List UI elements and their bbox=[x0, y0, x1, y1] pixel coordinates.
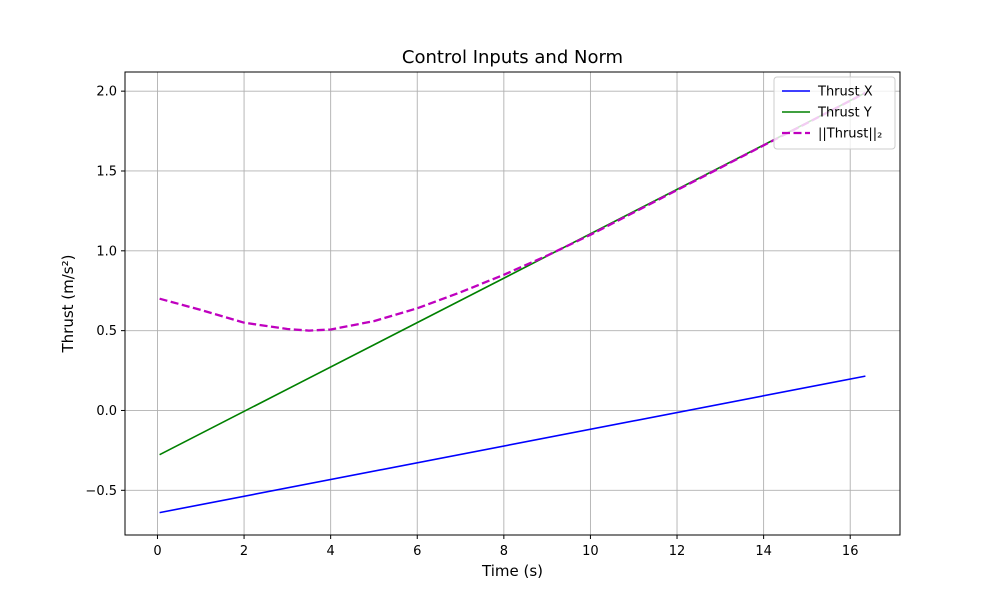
chart-title: Control Inputs and Norm bbox=[402, 47, 623, 68]
x-tick-label: 0 bbox=[153, 544, 161, 559]
legend-label-3: ||Thrust||₂ bbox=[818, 127, 882, 142]
legend-label-1: Thrust X bbox=[817, 85, 873, 100]
y-tick-label: 2.0 bbox=[96, 85, 117, 100]
y-tick-label: −0.5 bbox=[85, 484, 117, 499]
legend: Thrust X Thrust Y ||Thrust||₂ bbox=[773, 76, 896, 150]
y-tick-label: 1.5 bbox=[96, 164, 117, 179]
y-axis-title: Thrust (m/s²) bbox=[59, 254, 77, 353]
y-tick-label: 0.5 bbox=[96, 324, 117, 339]
plot-frame bbox=[124, 71, 901, 536]
x-tick-label: 10 bbox=[582, 544, 599, 559]
legend-box bbox=[773, 76, 896, 150]
y-tick-label: 1.0 bbox=[96, 244, 117, 259]
legend-label-2: Thrust Y bbox=[817, 106, 872, 121]
series-layer bbox=[159, 91, 866, 514]
x-tick-label: 8 bbox=[500, 544, 508, 559]
x-tick-label: 2 bbox=[240, 544, 248, 559]
x-tick-label: 4 bbox=[327, 544, 335, 559]
series-line-2 bbox=[159, 92, 866, 456]
x-tick-label: 6 bbox=[413, 544, 421, 559]
series-line-3 bbox=[159, 91, 866, 332]
x-axis-title: Time (s) bbox=[481, 562, 543, 580]
x-axis: 0 2 4 6 8 10 12 14 16 bbox=[153, 535, 858, 559]
x-tick-label: 14 bbox=[755, 544, 772, 559]
y-tick-label: 0.0 bbox=[96, 404, 117, 419]
x-tick-label: 16 bbox=[842, 544, 859, 559]
series-line-1 bbox=[159, 375, 866, 514]
x-tick-label: 12 bbox=[669, 544, 686, 559]
y-axis: −0.5 0.0 0.5 1.0 1.5 2.0 bbox=[85, 85, 125, 499]
